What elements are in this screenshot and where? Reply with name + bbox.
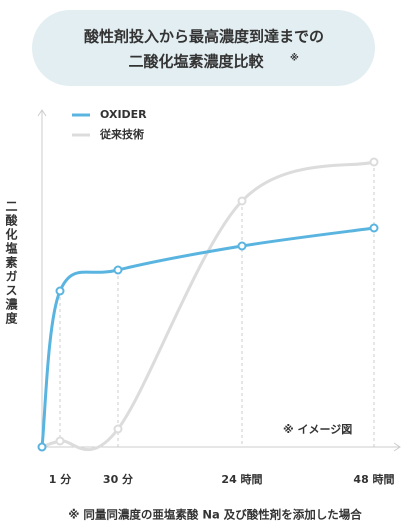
series-line [41, 160, 375, 452]
chart-title: 酸性剤投入から最高濃度到達までの [84, 28, 324, 46]
data-point [369, 223, 379, 233]
y-axis-label: 二酸化塩素ガス濃度 [4, 200, 18, 326]
x-tick-label: 1 分 [49, 472, 71, 486]
x-tick-label: 48 時間 [353, 472, 394, 486]
title-mark: ※ [290, 53, 299, 64]
footnote: ※ 同量同濃度の亜塩素酸 Na 及び酸性剤を添加した場合 [68, 508, 362, 522]
x-tick-label: 30 分 [103, 472, 133, 486]
data-point [55, 286, 65, 296]
legend-label: 従来技術 [99, 127, 144, 141]
data-point [37, 442, 47, 452]
data-point [113, 424, 123, 434]
annotation: ※ イメージ図 [283, 422, 352, 436]
x-tick-label: 24 時間 [221, 472, 262, 486]
series-line [40, 226, 375, 448]
data-point [237, 241, 247, 251]
data-point [55, 436, 65, 446]
title-box [32, 10, 375, 86]
legend-label: OXIDER [100, 108, 147, 121]
data-point [369, 157, 379, 167]
chart-title: 二酸化塩素濃度比較 [128, 53, 264, 71]
data-point [113, 265, 123, 275]
y-axis-arrow [37, 109, 47, 117]
x-axis-arrow [393, 442, 401, 452]
data-point [237, 196, 247, 206]
